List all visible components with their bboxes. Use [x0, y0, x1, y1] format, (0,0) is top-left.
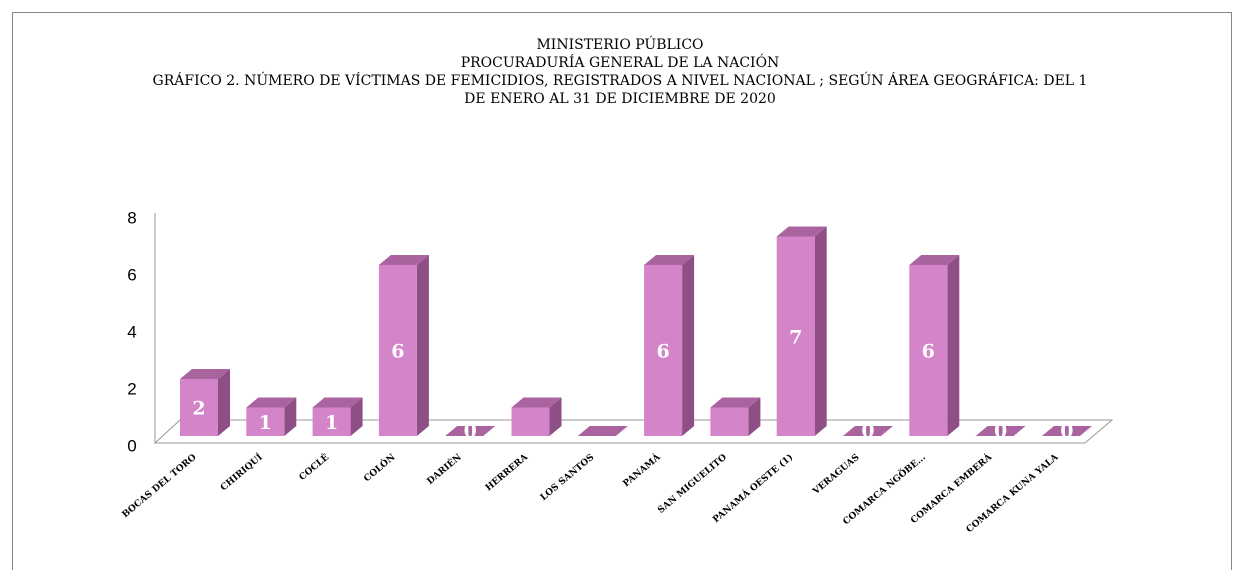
data-label: 0 [1060, 420, 1073, 442]
bar [776, 226, 827, 436]
bar-top [843, 426, 893, 436]
bar-side [748, 397, 761, 436]
bar [312, 397, 363, 436]
bar-top [180, 369, 230, 379]
bar-top [246, 397, 297, 408]
data-label: 6 [656, 341, 669, 363]
bar-top [511, 397, 562, 408]
bar-top [577, 426, 628, 436]
chart-title: MINISTERIO PÚBLICO [536, 35, 703, 53]
chart-title: DE ENERO AL 31 DE DICIEMBRE DE 2020 [464, 91, 776, 107]
y-tick-label: 8 [127, 208, 136, 227]
bar-side [947, 255, 960, 436]
bar [378, 255, 429, 436]
bar [843, 426, 893, 436]
bar-front [710, 407, 749, 436]
bar-side [284, 397, 297, 436]
bar-side [682, 255, 695, 436]
bar-front [776, 236, 815, 436]
bar [511, 397, 562, 436]
bar-top [445, 426, 496, 436]
data-label: 1 [325, 412, 338, 434]
chart-title: PROCURADURÍA GENERAL DE LA NACIÓN [461, 53, 780, 71]
bar-top [710, 397, 761, 408]
data-label: 0 [464, 420, 477, 442]
data-label: 6 [391, 341, 404, 363]
bar-top [1041, 426, 1092, 436]
bar-top [312, 397, 363, 408]
bar [246, 397, 297, 436]
bar-top [975, 426, 1026, 436]
bar [644, 255, 695, 436]
data-label: 2 [192, 398, 205, 420]
bar-top [644, 255, 695, 265]
data-label: 6 [922, 341, 935, 363]
bar-side [416, 255, 429, 436]
bar [710, 397, 761, 436]
bar-side [350, 397, 363, 436]
data-label: 0 [994, 420, 1007, 442]
bar-front [180, 379, 218, 436]
bar-top [378, 255, 429, 265]
bar [445, 426, 496, 436]
data-label: 1 [259, 412, 272, 434]
chart-frame [12, 12, 1232, 570]
bar [909, 255, 960, 436]
chart-title: GRÁFICO 2. NÚMERO DE VÍCTIMAS DE FEMICID… [153, 71, 1088, 89]
data-label: 7 [789, 326, 802, 348]
data-label: 0 [861, 420, 874, 442]
bar-front [246, 407, 285, 436]
bar [180, 369, 230, 436]
y-tick-label: 6 [127, 265, 136, 284]
bar-side [549, 397, 562, 436]
bar-side [218, 369, 230, 436]
bar [577, 426, 628, 436]
bar-top [909, 255, 960, 265]
bar-top [776, 226, 827, 237]
bar-front [511, 407, 550, 436]
bar-front [312, 407, 351, 436]
bar-side [814, 226, 827, 436]
y-tick-label: 0 [127, 436, 136, 455]
bar-front [909, 265, 948, 436]
y-tick-label: 2 [127, 379, 136, 398]
bar-front [378, 265, 417, 436]
y-tick-label: 4 [127, 322, 136, 341]
bar [975, 426, 1026, 436]
bar [1041, 426, 1092, 436]
floor [153, 419, 1114, 444]
bar-front [644, 265, 683, 436]
